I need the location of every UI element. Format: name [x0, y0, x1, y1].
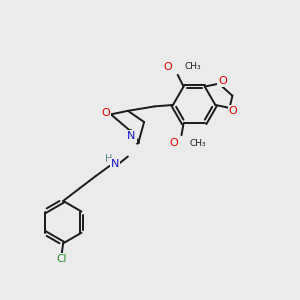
Text: N: N: [127, 131, 136, 142]
Text: Cl: Cl: [56, 254, 67, 264]
Text: O: O: [218, 76, 227, 86]
Text: O: O: [164, 61, 172, 72]
Text: O: O: [229, 106, 237, 116]
Text: O: O: [101, 108, 110, 118]
Text: H: H: [104, 154, 112, 164]
Text: O: O: [169, 138, 178, 148]
Text: CH₃: CH₃: [190, 139, 206, 148]
Text: CH₃: CH₃: [184, 62, 201, 71]
Text: N: N: [111, 159, 119, 170]
